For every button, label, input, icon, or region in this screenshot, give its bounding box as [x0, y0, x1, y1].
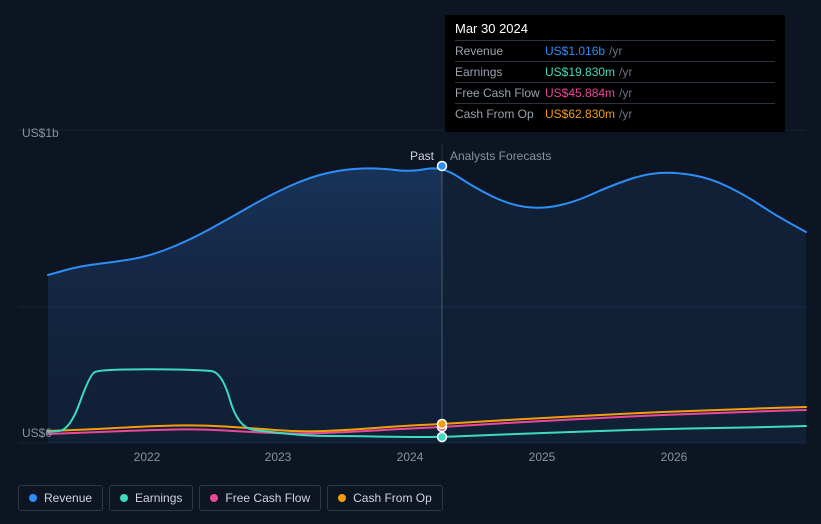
- hover-tooltip: Mar 30 2024 RevenueUS$1.016b/yrEarningsU…: [445, 15, 785, 132]
- tooltip-row-suffix: /yr: [619, 65, 632, 79]
- tooltip-row: RevenueUS$1.016b/yr: [455, 40, 775, 61]
- y-axis-label: US$1b: [22, 126, 59, 140]
- tooltip-row: EarningsUS$19.830m/yr: [455, 61, 775, 82]
- past-label: Past: [410, 149, 434, 163]
- legend-item-revenue[interactable]: Revenue: [18, 485, 103, 511]
- x-axis-label: 2022: [134, 450, 161, 464]
- x-axis-label: 2026: [661, 450, 688, 464]
- tooltip-row-value: US$45.884m: [545, 86, 615, 100]
- tooltip-row-suffix: /yr: [609, 44, 622, 58]
- forecast-label: Analysts Forecasts: [450, 149, 551, 163]
- legend-dot-icon: [210, 494, 218, 502]
- legend-item-earnings[interactable]: Earnings: [109, 485, 193, 511]
- tooltip-row-label: Earnings: [455, 65, 545, 79]
- financial-chart: Mar 30 2024 RevenueUS$1.016b/yrEarningsU…: [0, 0, 821, 524]
- x-axis-label: 2025: [529, 450, 556, 464]
- legend-label: Free Cash Flow: [225, 491, 310, 505]
- legend-item-fcf[interactable]: Free Cash Flow: [199, 485, 321, 511]
- tooltip-row-value: US$1.016b: [545, 44, 605, 58]
- legend-label: Revenue: [44, 491, 92, 505]
- legend-label: Earnings: [135, 491, 182, 505]
- tooltip-row-label: Cash From Op: [455, 107, 545, 121]
- legend-dot-icon: [29, 494, 37, 502]
- tooltip-row-label: Revenue: [455, 44, 545, 58]
- tooltip-row-suffix: /yr: [619, 86, 632, 100]
- y-axis-label: US$0: [22, 426, 52, 440]
- legend-dot-icon: [338, 494, 346, 502]
- tooltip-row: Free Cash FlowUS$45.884m/yr: [455, 82, 775, 103]
- x-axis-label: 2024: [397, 450, 424, 464]
- tooltip-row-suffix: /yr: [619, 107, 632, 121]
- legend: Revenue Earnings Free Cash Flow Cash From O…: [18, 485, 443, 511]
- legend-dot-icon: [120, 494, 128, 502]
- x-axis-label: 2023: [265, 450, 292, 464]
- tooltip-row-value: US$19.830m: [545, 65, 615, 79]
- tooltip-row: Cash From OpUS$62.830m/yr: [455, 103, 775, 124]
- tooltip-rows: RevenueUS$1.016b/yrEarningsUS$19.830m/yr…: [455, 40, 775, 124]
- tooltip-row-label: Free Cash Flow: [455, 86, 545, 100]
- tooltip-row-value: US$62.830m: [545, 107, 615, 121]
- legend-item-cfo[interactable]: Cash From Op: [327, 485, 443, 511]
- legend-label: Cash From Op: [353, 491, 432, 505]
- tooltip-date: Mar 30 2024: [455, 21, 775, 40]
